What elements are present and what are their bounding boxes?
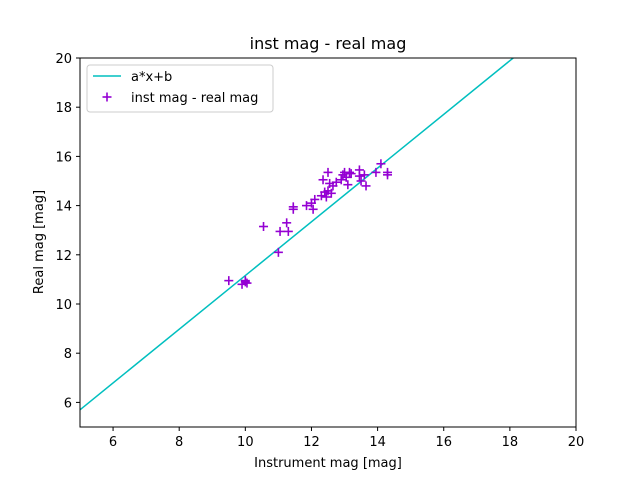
data-point [323,167,333,177]
x-tick-label: 16 [435,435,452,450]
data-point [224,276,234,286]
chart-title: inst mag - real mag [250,34,407,53]
data-point [275,226,285,236]
data-point [359,170,369,180]
x-tick-label: 10 [237,435,254,450]
data-point [308,204,318,214]
y-tick-label: 12 [55,249,72,264]
data-point [356,176,366,186]
x-tick-label: 8 [175,435,183,450]
axes-frame [79,57,577,428]
data-point [371,167,381,177]
fit-line [80,58,514,411]
legend-fit-line-label: a*x+b [131,70,172,85]
data-point [302,201,312,211]
legend-box [86,64,274,113]
data-point [288,202,298,212]
data-point [376,159,386,169]
data-point [354,171,364,181]
x-tick-label: 12 [303,435,320,450]
data-point [344,167,354,177]
data-point [346,169,356,179]
data-point [383,167,393,177]
data-point [336,175,346,185]
y-tick-label: 18 [55,101,72,116]
legend-scatter-marker [102,92,112,102]
x-tick-label: 20 [568,435,585,450]
y-tick-label: 6 [64,396,72,411]
data-point [310,194,320,204]
y-tick-label: 10 [55,298,72,313]
legend-scatter-label: inst mag - real mag [131,91,258,106]
data-point [242,278,252,288]
x-tick-label: 6 [109,435,117,450]
data-point [331,177,341,187]
x-tick-label: 14 [369,435,386,450]
data-point [318,175,328,185]
tick-group: 6 8 10 12 14 16 18 20 6 8 10 12 14 16 18 20 [55,52,584,450]
legend: a*x+b inst mag - real mag [86,64,274,113]
plot-area [80,58,514,411]
y-tick-label: 8 [64,347,72,362]
y-tick-label: 20 [55,52,72,67]
data-point [326,188,336,198]
y-tick-label: 16 [55,150,72,165]
y-axis-label: Real mag [mag] [32,190,47,294]
x-tick-label: 18 [502,435,519,450]
x-axis-label: Instrument mag [mag] [254,456,402,471]
data-point [321,192,331,202]
data-point [273,247,283,257]
data-point [259,222,269,232]
data-point [283,226,293,236]
data-point [282,218,292,228]
data-point [341,172,351,182]
y-tick-label: 14 [55,200,72,215]
data-point [361,181,371,191]
data-point [343,180,353,190]
